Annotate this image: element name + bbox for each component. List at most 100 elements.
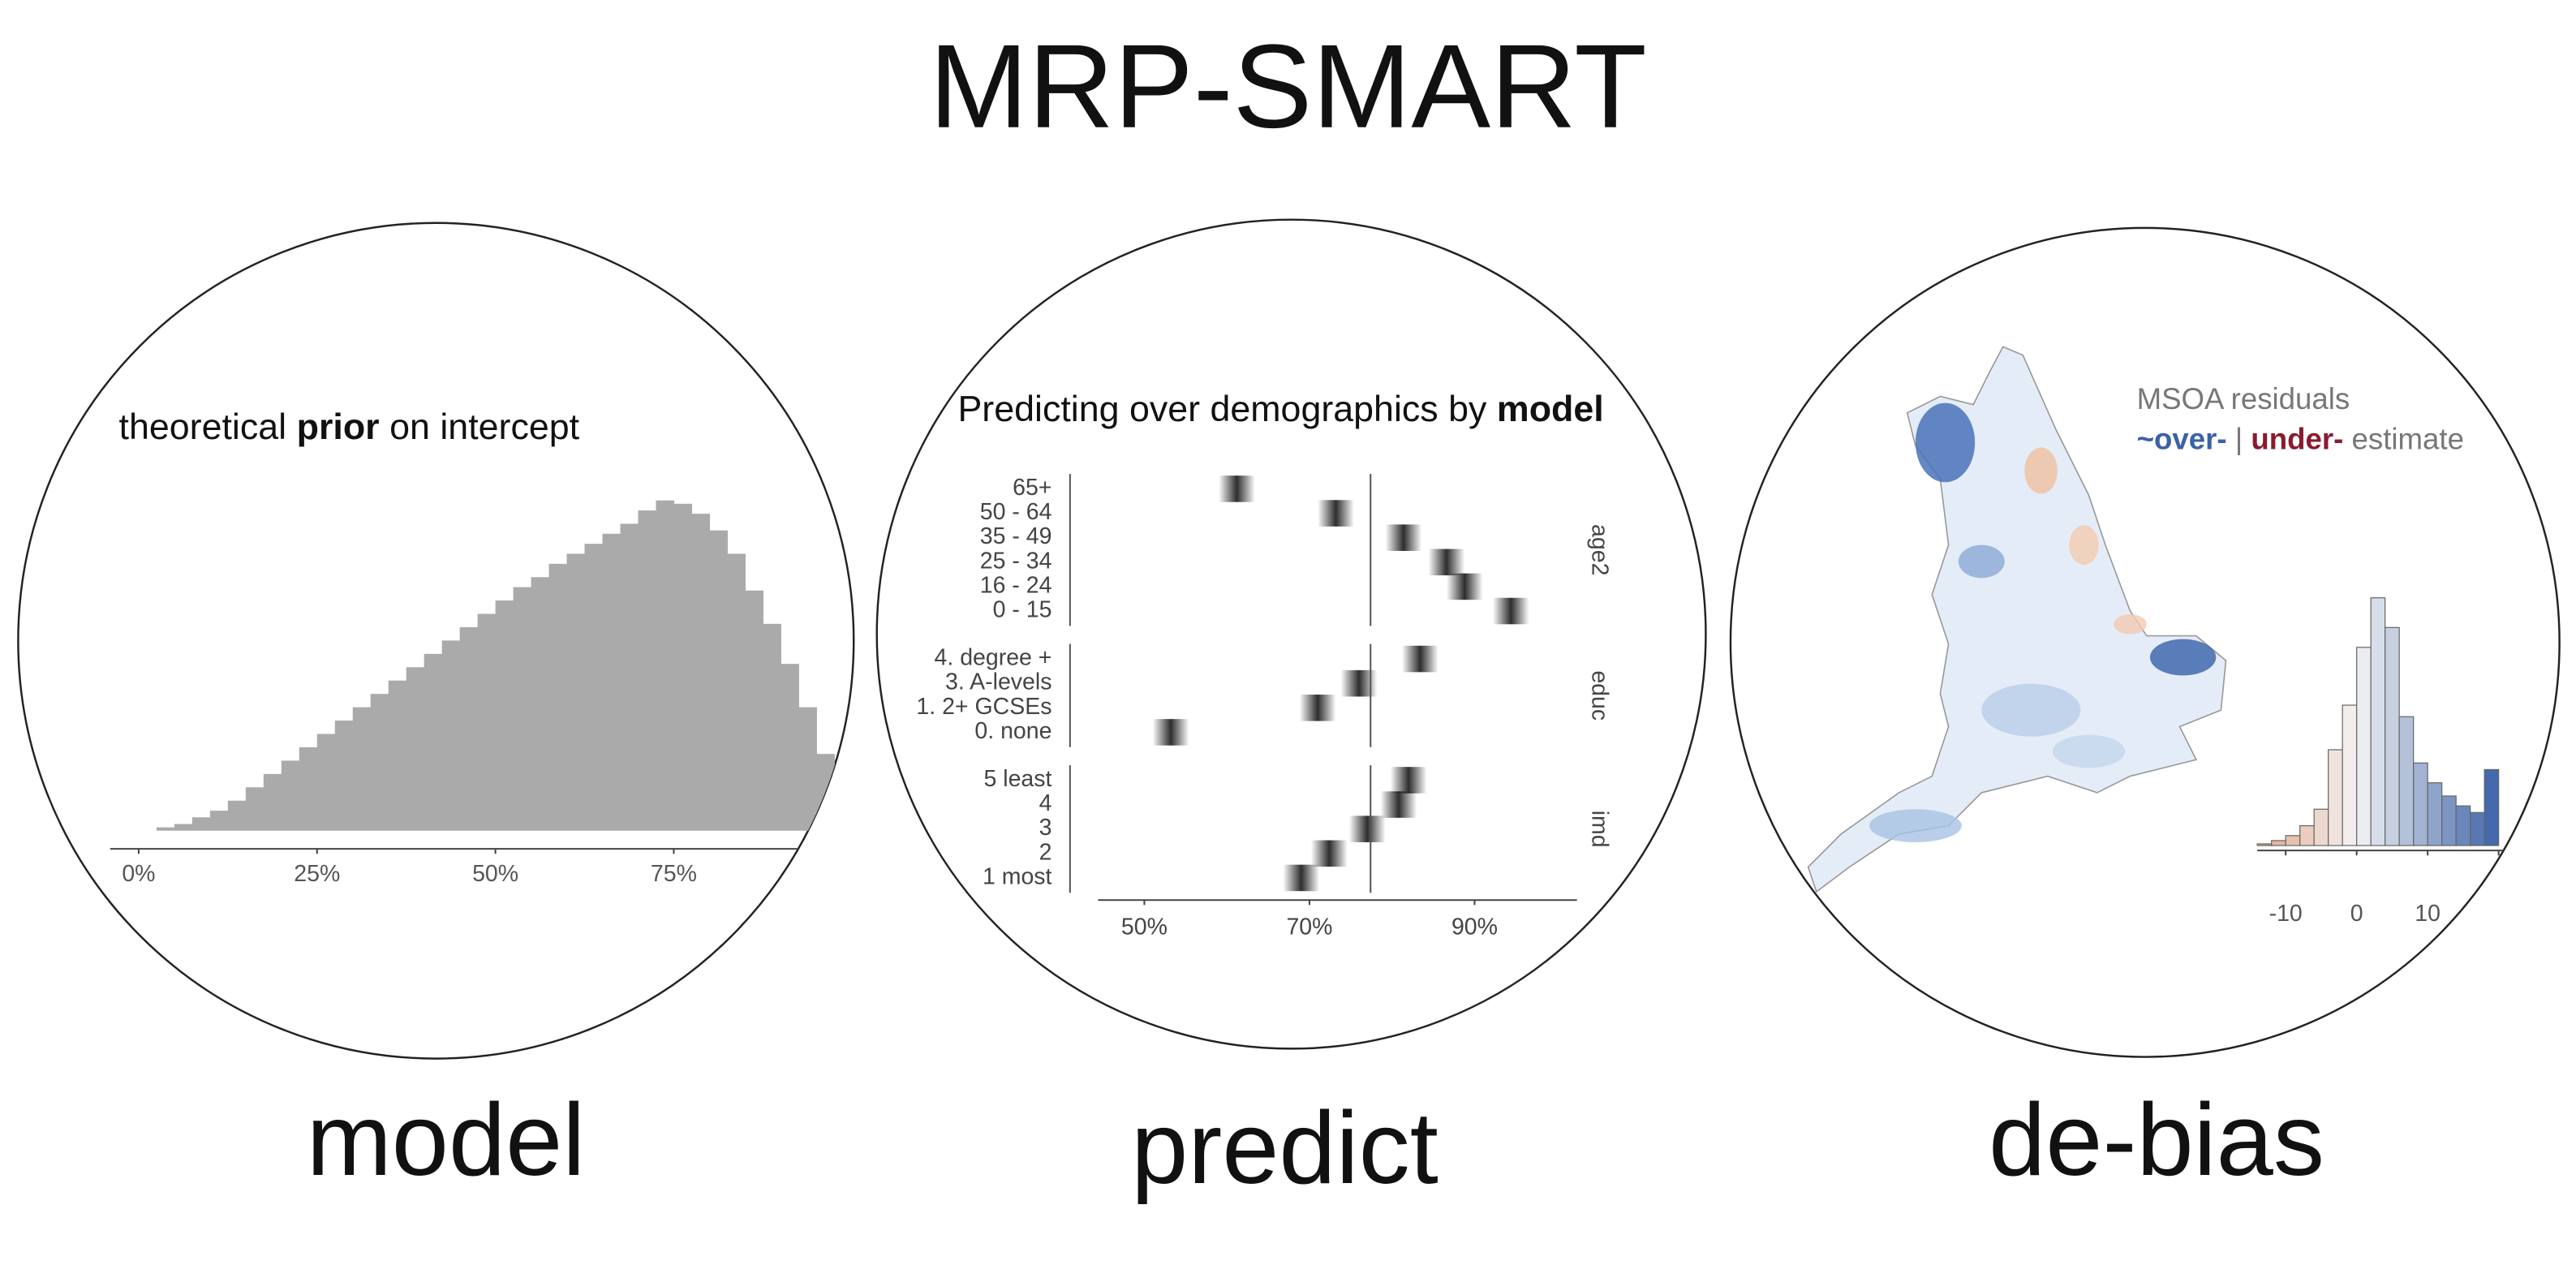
dot-mark [1385, 524, 1422, 551]
hist-bar [299, 747, 318, 831]
dot-mark [1446, 573, 1483, 600]
panel-circle [17, 222, 855, 1060]
hist-bar [2256, 843, 2273, 846]
hist-bar [673, 503, 693, 831]
y-tick-label: 50 - 64 [980, 499, 1052, 525]
dot-mark [1380, 791, 1417, 818]
panel-predict: Predicting over demographics by model65+5… [916, 389, 1612, 940]
x-tick-label: 10 [2415, 901, 2441, 927]
hist-bar [477, 613, 497, 831]
hist-bar [352, 707, 372, 831]
hist-bar [191, 817, 211, 831]
map-region [2024, 447, 2058, 494]
x-tick-label: 25% [294, 861, 340, 887]
hist-bar [531, 577, 550, 831]
hist-bar [727, 553, 746, 831]
dot-mark [1492, 597, 1529, 625]
hist-bar [316, 734, 336, 831]
map-region [2069, 525, 2099, 566]
map-region [2052, 734, 2126, 768]
dot-mark [1152, 719, 1189, 746]
y-tick-label: 4. degree + [935, 645, 1052, 671]
x-tick-label: 50% [472, 861, 518, 887]
facet-label: imd [1587, 811, 1613, 848]
hist-bar [2356, 647, 2372, 846]
dot-mark [1283, 864, 1320, 892]
hist-bar [638, 510, 657, 831]
subtitle-part: estimate [2352, 422, 2464, 455]
subtitle-part: under- [2251, 422, 2343, 455]
facet-label: age2 [1587, 524, 1613, 575]
hist-bar [656, 500, 675, 831]
panel-label: predict [1131, 1091, 1439, 1205]
y-tick-label: 2 [1039, 839, 1052, 865]
title-part: Predicting over demographics by [957, 389, 1487, 429]
hist-bar [245, 787, 264, 831]
hist-bar [2385, 626, 2400, 846]
y-tick-label: 65+ [1013, 475, 1051, 501]
hist-bar [781, 664, 799, 831]
title-part: on intercept [389, 407, 579, 447]
hist-bar [2413, 762, 2428, 846]
y-tick-label: 1 most [983, 863, 1052, 889]
panel-label: de-bias [1989, 1082, 2324, 1197]
x-tick-label: 90% [1451, 914, 1498, 940]
dot-mark [1299, 695, 1336, 721]
hist-bar [584, 544, 604, 831]
panel-circle [875, 218, 1707, 1050]
hist-bar [513, 587, 532, 831]
y-tick-label: 0 - 15 [993, 597, 1052, 623]
hist-bar [334, 721, 354, 831]
hist-bar [370, 694, 389, 831]
hist-bar [2328, 749, 2343, 846]
panel-debias: MSOA residuals ~over- | under-estimate -10 0 1… [1807, 346, 2513, 927]
hist-bar [2470, 811, 2485, 846]
x-tick-label: -10 [2269, 901, 2303, 927]
chart-subtitle: ~over- | under-estimate [2137, 422, 2464, 455]
x-tick-label: 0 [2350, 901, 2363, 927]
hist-bar [2285, 835, 2301, 846]
title-part: theoretical [119, 407, 287, 447]
chart-title: Predicting over demographics by model [957, 389, 1603, 429]
y-tick-label: 3. A-levels [945, 669, 1051, 695]
facet-label: educ [1587, 670, 1613, 721]
subtitle-part: | [2235, 422, 2243, 455]
y-tick-label: 0. none [974, 718, 1051, 744]
hist-bar [2398, 716, 2415, 846]
hist-bar [281, 760, 300, 831]
hist-bar [566, 553, 586, 831]
title-part: prior [297, 407, 380, 447]
hist-bar [2484, 768, 2500, 846]
map-region [1958, 544, 2005, 579]
map-region [1869, 809, 1962, 842]
y-tick-label: 16 - 24 [980, 572, 1052, 598]
y-tick-label: 5 least [984, 766, 1052, 792]
hist-bar [602, 533, 621, 831]
hist-bar [459, 626, 479, 831]
hist-bar [227, 800, 247, 831]
hist-bar [548, 563, 568, 831]
dot-mark [1318, 500, 1354, 527]
hist-bar [388, 680, 407, 831]
hist-bar [156, 827, 175, 831]
map [1807, 346, 2227, 893]
panel-label: model [307, 1082, 586, 1197]
x-tick-label: 70% [1286, 914, 1332, 940]
hist-bar [424, 653, 443, 831]
y-tick-label: 35 - 49 [980, 523, 1052, 549]
y-tick-label: 1. 2+ GCSEs [916, 694, 1051, 720]
map-region [2114, 614, 2147, 635]
hist-bar [406, 667, 425, 831]
hist-bar [2370, 597, 2386, 846]
dot-mark [1348, 815, 1386, 842]
y-tick-label: 3 [1039, 815, 1052, 841]
hist-bar [745, 590, 763, 831]
dot-mark [1219, 475, 1255, 502]
hist-bar [441, 640, 461, 831]
title-part: model [1497, 389, 1604, 429]
hist-bar [2441, 795, 2457, 846]
hist-bar [174, 824, 193, 831]
x-tick-label: 0% [122, 861, 155, 887]
main-title: MRP-SMART [929, 20, 1647, 153]
